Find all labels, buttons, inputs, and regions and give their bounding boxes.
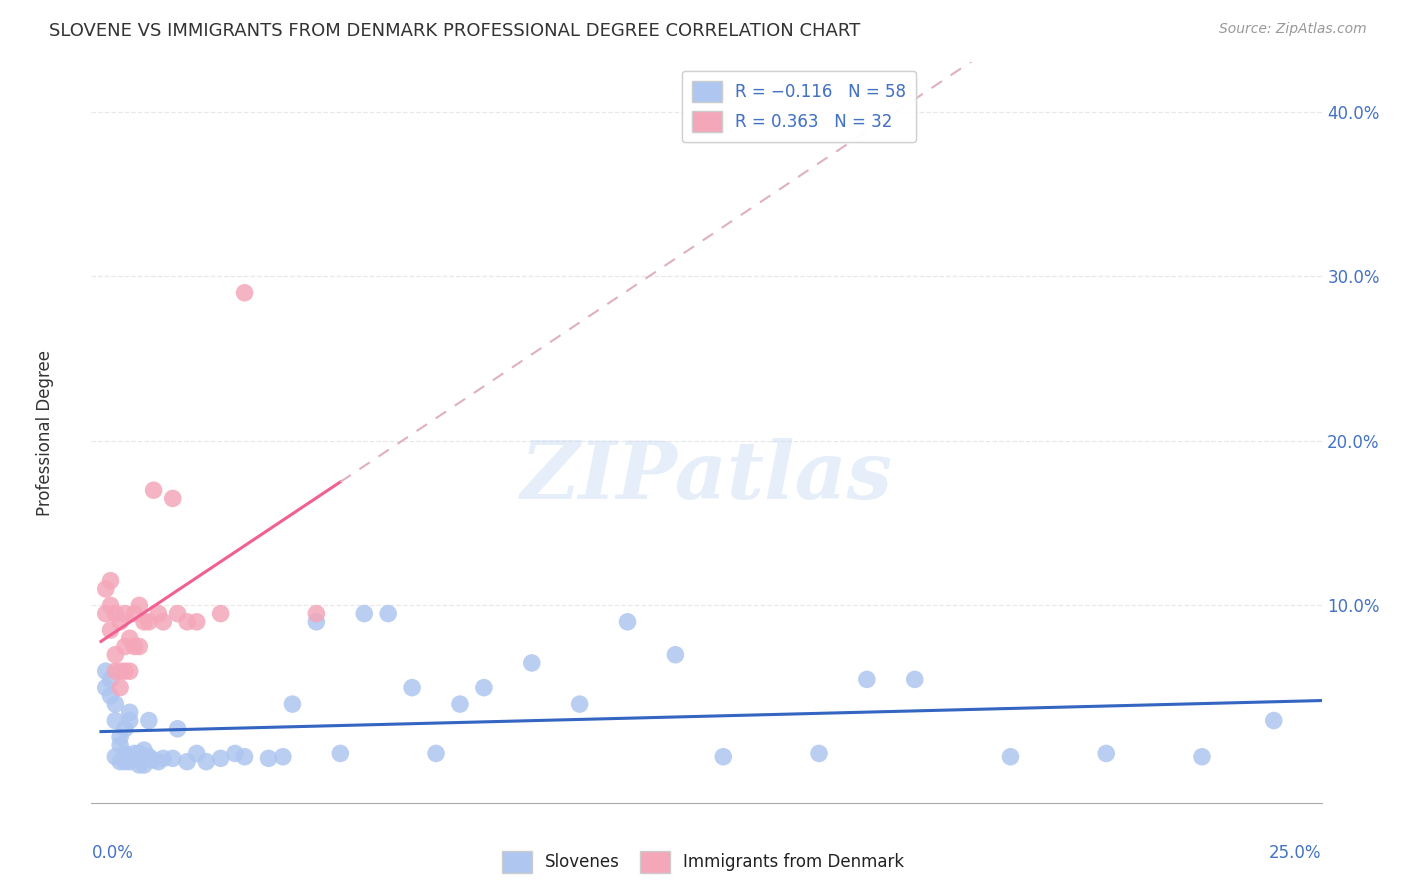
Point [132,615,155,629]
Point [166,722,188,736]
Point [186,615,208,629]
Point [94,681,117,695]
Point [616,615,638,629]
Point [108,755,131,769]
Point [128,758,150,772]
Point [148,607,170,621]
Point [1191,749,1213,764]
Point [114,664,136,678]
Point [808,747,831,761]
Point [209,751,232,765]
Point [114,607,136,621]
Point [108,738,131,752]
Point [128,747,150,761]
Point [148,755,170,769]
Point [124,747,146,761]
Point [104,607,127,621]
Point [176,615,198,629]
Point [142,483,165,498]
Text: ZIPatlas: ZIPatlas [520,438,893,516]
Point [257,751,280,765]
Point [104,749,127,764]
Point [114,722,136,736]
Point [118,632,141,646]
Point [138,714,160,728]
Point [108,730,131,744]
Point [128,599,150,613]
Point [108,664,131,678]
Point [271,749,294,764]
Point [104,697,127,711]
Point [353,607,375,621]
Point [472,681,495,695]
Point [142,753,165,767]
Text: Source: ZipAtlas.com: Source: ZipAtlas.com [1219,22,1367,37]
Point [124,749,146,764]
Point [108,615,131,629]
Point [138,615,160,629]
Point [138,749,160,764]
Point [118,714,141,728]
Point [329,747,352,761]
Point [449,697,471,711]
Point [233,285,256,300]
Point [100,599,122,613]
Point [305,615,328,629]
Text: 0.0%: 0.0% [91,844,134,862]
Point [118,664,141,678]
Point [94,664,117,678]
Point [132,758,155,772]
Legend: Slovenes, Immigrants from Denmark: Slovenes, Immigrants from Denmark [495,845,911,880]
Point [711,749,734,764]
Point [425,747,447,761]
Point [128,640,150,654]
Point [162,751,184,765]
Point [114,640,136,654]
Point [1263,714,1285,728]
Point [100,689,122,703]
Point [856,673,879,687]
Point [118,706,141,720]
Point [224,747,246,761]
Point [152,615,174,629]
Point [377,607,399,621]
Point [124,640,146,654]
Point [401,681,423,695]
Point [114,747,136,761]
Point [1095,747,1118,761]
Point [281,697,304,711]
Point [152,751,174,765]
Point [904,673,927,687]
Point [520,656,543,670]
Point [664,648,686,662]
Point [568,697,591,711]
Point [100,623,122,637]
Point [94,607,117,621]
Text: Professional Degree: Professional Degree [35,350,53,516]
Text: 25.0%: 25.0% [1270,844,1322,862]
Legend: R = −0.116   N = 58, R = 0.363   N = 32: R = −0.116 N = 58, R = 0.363 N = 32 [682,70,915,142]
Point [104,664,127,678]
Point [209,607,232,621]
Point [100,574,122,588]
Point [166,607,188,621]
Point [305,607,328,621]
Text: SLOVENE VS IMMIGRANTS FROM DENMARK PROFESSIONAL DEGREE CORRELATION CHART: SLOVENE VS IMMIGRANTS FROM DENMARK PROFE… [49,22,860,40]
Point [104,714,127,728]
Point [162,491,184,506]
Point [94,582,117,596]
Point [124,607,146,621]
Point [195,755,218,769]
Point [118,755,141,769]
Point [233,749,256,764]
Point [186,747,208,761]
Point [108,681,131,695]
Point [114,755,136,769]
Point [176,755,198,769]
Point [100,673,122,687]
Point [1000,749,1022,764]
Point [104,648,127,662]
Point [132,743,155,757]
